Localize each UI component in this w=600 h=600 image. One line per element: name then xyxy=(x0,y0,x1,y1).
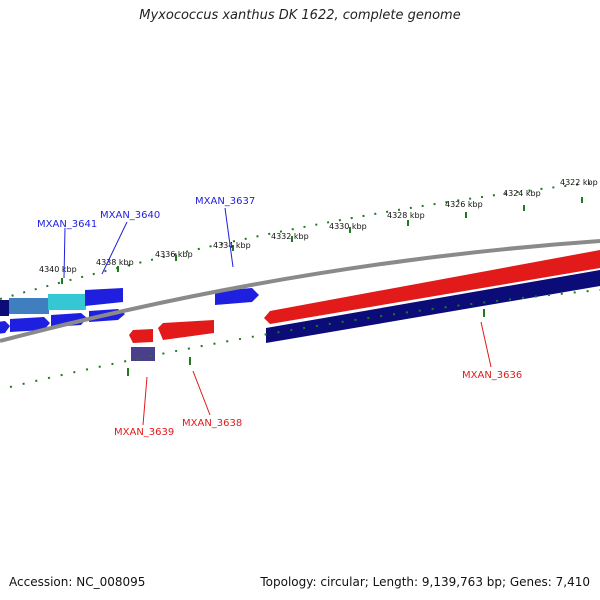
gene-feature-forward[interactable] xyxy=(51,313,87,327)
leader-mxan-3640 xyxy=(101,221,128,275)
gene-feature-reverse[interactable] xyxy=(266,270,600,343)
kbp-label: 4330 kbp xyxy=(329,222,367,231)
gene-feature-forward[interactable] xyxy=(48,294,86,310)
kbp-label: 4336 kbp xyxy=(155,250,193,259)
gene-label-mxan-3639[interactable]: MXAN_3639 xyxy=(114,427,174,438)
kbp-label: 4332 kbp xyxy=(271,232,309,241)
kbp-label: 4334 kbp xyxy=(213,241,251,250)
accession-text: Accession: NC_008095 xyxy=(9,575,146,589)
leader-mxan-3636 xyxy=(480,321,492,368)
gene-label-mxan-3636[interactable]: MXAN_3636 xyxy=(462,370,522,381)
kbp-label: 4324 kbp xyxy=(503,189,541,198)
kbp-label: 4322 kbp xyxy=(560,178,598,187)
genome-backbone xyxy=(0,239,600,343)
kbp-label: 4326 kbp xyxy=(445,200,483,209)
inner-tick-track xyxy=(9,289,600,388)
gene-feature-forward[interactable] xyxy=(85,288,123,306)
leader-mxan-3639 xyxy=(142,376,148,426)
gene-feature-forward[interactable] xyxy=(9,298,49,314)
gene-feature-reverse[interactable] xyxy=(158,320,214,340)
leader-mxan-3637 xyxy=(224,207,234,268)
outer-tick-track xyxy=(0,181,600,300)
gene-feature-reverse[interactable] xyxy=(129,329,153,343)
gene-feature-reverse[interactable] xyxy=(131,347,155,361)
gene-label-mxan-3637[interactable]: MXAN_3637 xyxy=(195,196,255,207)
gene-feature-forward[interactable] xyxy=(215,288,259,305)
kbp-label: 4338 kbp xyxy=(96,258,134,267)
gene-label-mxan-3640[interactable]: MXAN_3640 xyxy=(100,210,160,221)
leader-mxan-3641 xyxy=(63,227,66,279)
reverse-strand-genes xyxy=(129,250,600,361)
gene-feature-reverse[interactable] xyxy=(264,250,600,324)
genome-summary-text: Topology: circular; Length: 9,139,763 bp… xyxy=(260,575,590,589)
gene-feature-forward[interactable] xyxy=(10,317,50,332)
gene-label-mxan-3638[interactable]: MXAN_3638 xyxy=(182,418,242,429)
gene-feature-forward[interactable] xyxy=(0,321,10,334)
gene-label-leaders xyxy=(63,207,492,426)
gene-feature-forward[interactable] xyxy=(0,300,9,316)
genome-title: Myxococcus xanthus DK 1622, complete gen… xyxy=(139,8,461,23)
leader-mxan-3638 xyxy=(192,370,211,416)
kbp-label: 4340 kbp xyxy=(39,265,77,274)
gene-label-mxan-3641[interactable]: MXAN_3641 xyxy=(37,219,97,230)
kbp-label: 4328 kbp xyxy=(387,211,425,220)
